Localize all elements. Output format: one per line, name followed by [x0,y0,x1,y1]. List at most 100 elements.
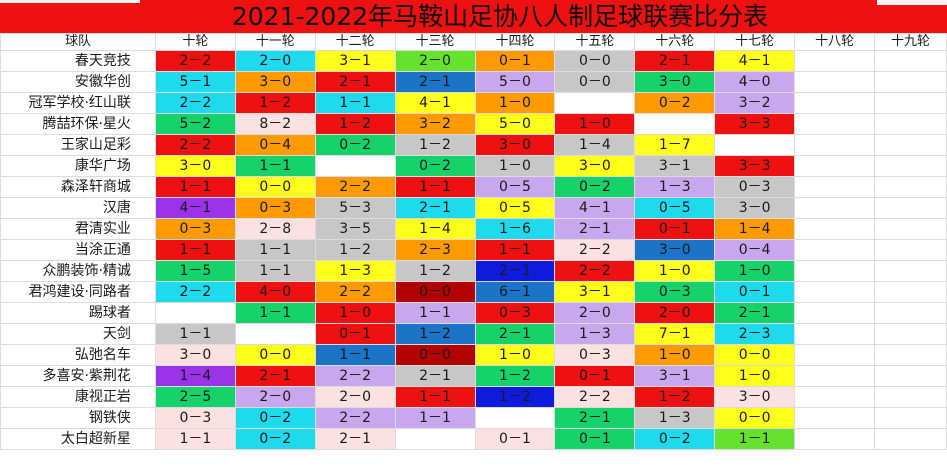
score-cell[interactable]: 4－1 [154,197,236,219]
score-cell[interactable] [874,239,947,261]
score-cell[interactable]: 3－0 [154,344,236,366]
score-cell[interactable]: 1－1 [234,155,316,177]
score-cell[interactable] [794,218,876,240]
score-cell[interactable]: 1－1 [234,239,316,261]
score-cell[interactable]: 2－3 [714,323,796,345]
score-cell[interactable]: 0－3 [634,281,716,303]
score-cell[interactable]: 7－1 [634,323,716,345]
score-cell[interactable]: 0－0 [714,344,796,366]
score-cell[interactable]: 0－1 [474,428,556,450]
score-cell[interactable] [874,344,947,366]
score-cell[interactable]: 0－2 [634,92,716,114]
score-cell[interactable] [794,302,876,324]
score-cell[interactable]: 1－2 [394,260,476,282]
score-cell[interactable]: 2－0 [554,302,636,324]
score-cell[interactable] [874,197,947,219]
score-cell[interactable]: 0－4 [234,134,316,156]
score-cell[interactable] [794,239,876,261]
score-cell[interactable]: 1－1 [394,386,476,408]
score-cell[interactable] [554,92,636,114]
score-cell[interactable]: 2－0 [314,386,396,408]
score-cell[interactable]: 2－1 [554,218,636,240]
score-cell[interactable] [874,92,947,114]
score-cell[interactable] [874,365,947,387]
score-cell[interactable]: 3－0 [554,155,636,177]
score-cell[interactable]: 2－1 [394,197,476,219]
round-header[interactable]: 十七轮 [714,33,796,51]
score-cell[interactable]: 1－0 [634,344,716,366]
score-cell[interactable]: 1－0 [474,344,556,366]
score-cell[interactable]: 0－0 [234,176,316,198]
score-cell[interactable]: 3－1 [314,50,396,72]
team-name-cell[interactable]: 当涂正通 [0,239,156,261]
score-cell[interactable]: 3－1 [554,281,636,303]
score-cell[interactable] [234,323,316,345]
score-cell[interactable]: 1－0 [634,260,716,282]
score-cell[interactable]: 4－0 [714,71,796,93]
team-name-cell[interactable]: 君清实业 [0,218,156,240]
score-cell[interactable]: 1－2 [394,134,476,156]
score-cell[interactable] [874,386,947,408]
team-name-cell[interactable]: 君鸿建设·同路者 [0,281,156,303]
score-cell[interactable]: 1－1 [314,344,396,366]
score-cell[interactable]: 5－0 [474,71,556,93]
score-cell[interactable]: 0－2 [554,176,636,198]
score-cell[interactable]: 3－0 [714,197,796,219]
score-cell[interactable]: 2－0 [234,50,316,72]
score-cell[interactable]: 3－3 [714,155,796,177]
score-cell[interactable] [794,134,876,156]
score-cell[interactable] [874,134,947,156]
score-cell[interactable]: 4－1 [714,50,796,72]
score-cell[interactable]: 2－2 [314,407,396,429]
score-cell[interactable]: 1－2 [634,386,716,408]
score-cell[interactable] [874,218,947,240]
team-name-cell[interactable]: 王家山足彩 [0,134,156,156]
score-cell[interactable]: 1－1 [154,428,236,450]
score-cell[interactable]: 0－3 [234,197,316,219]
score-cell[interactable]: 1－0 [714,260,796,282]
score-cell[interactable]: 3－0 [474,134,556,156]
score-cell[interactable]: 2－1 [474,323,556,345]
score-cell[interactable]: 1－1 [154,323,236,345]
score-cell[interactable]: 0－3 [474,302,556,324]
score-cell[interactable]: 1－5 [154,260,236,282]
round-header[interactable]: 十五轮 [554,33,636,51]
score-cell[interactable] [154,302,236,324]
score-cell[interactable] [794,386,876,408]
score-cell[interactable]: 0－0 [554,71,636,93]
score-cell[interactable]: 2－0 [234,386,316,408]
score-cell[interactable]: 5－1 [154,71,236,93]
score-cell[interactable]: 0－1 [554,428,636,450]
score-cell[interactable]: 2－2 [314,365,396,387]
score-cell[interactable]: 2－2 [154,281,236,303]
score-cell[interactable] [794,365,876,387]
score-cell[interactable]: 1－1 [314,92,396,114]
score-cell[interactable]: 1－2 [314,239,396,261]
score-cell[interactable]: 4－0 [234,281,316,303]
score-cell[interactable]: 1－1 [234,260,316,282]
score-cell[interactable]: 0－2 [394,155,476,177]
round-header[interactable]: 十一轮 [234,33,316,51]
score-cell[interactable] [874,260,947,282]
score-cell[interactable]: 1－2 [474,365,556,387]
score-cell[interactable]: 0－0 [394,344,476,366]
score-cell[interactable]: 1－1 [394,407,476,429]
score-cell[interactable]: 2－2 [314,281,396,303]
score-cell[interactable]: 2－8 [234,218,316,240]
score-cell[interactable]: 1－2 [474,386,556,408]
score-cell[interactable]: 0－1 [634,218,716,240]
score-cell[interactable]: 1－1 [474,239,556,261]
score-cell[interactable]: 0－3 [554,344,636,366]
score-cell[interactable]: 1－7 [634,134,716,156]
score-cell[interactable] [314,155,396,177]
score-cell[interactable] [794,71,876,93]
score-cell[interactable]: 1－1 [394,176,476,198]
score-cell[interactable] [634,113,716,135]
score-cell[interactable]: 4－1 [394,92,476,114]
round-header[interactable]: 十二轮 [314,33,396,51]
score-cell[interactable] [714,134,796,156]
score-cell[interactable]: 1－1 [154,176,236,198]
score-cell[interactable]: 1－0 [714,365,796,387]
score-cell[interactable]: 0－1 [314,323,396,345]
score-cell[interactable] [874,302,947,324]
